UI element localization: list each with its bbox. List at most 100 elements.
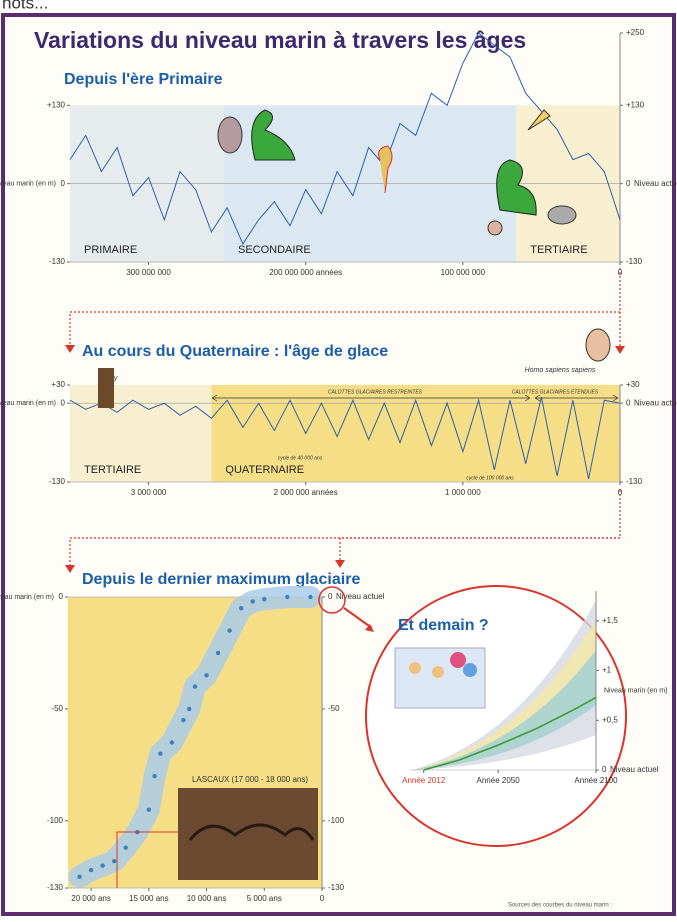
chart: Depuis l'ère Primaire PRIMAIRE SECONDAIRE T…	[0, 28, 677, 277]
x-tick-label: 15 000 ans	[129, 894, 169, 903]
y-tick-label: +30	[51, 380, 65, 389]
annotation: CALOTTES GLACIAIRES RESTREINTES	[328, 389, 423, 395]
data-point	[77, 874, 82, 880]
data-point	[181, 717, 186, 723]
uncertainty-band	[412, 650, 596, 770]
y-tick-label: -130	[49, 257, 66, 266]
cave-art	[188, 823, 315, 841]
x-tick-label: Année 2100	[574, 776, 618, 785]
data-point	[250, 599, 255, 604]
y2-tick-label: +1,5	[602, 616, 618, 625]
data-point	[123, 845, 128, 850]
reference-label: Niveau actuel	[610, 765, 659, 774]
arrow	[343, 607, 373, 629]
x-tick-label: Année 2012	[402, 776, 446, 785]
y-tick-label: 0	[59, 592, 64, 601]
data-point	[204, 673, 209, 678]
y-axis-label: Niveau marin (en m)	[0, 594, 54, 601]
y2-tick-label: -130	[626, 477, 643, 486]
sources: Sources des courbes du niveau marin :	[508, 903, 612, 909]
y2-tick-label: -100	[328, 816, 345, 825]
x-tick-label: 100 000 000	[441, 268, 486, 277]
x-tick-label: 200 000 000 années	[269, 268, 342, 277]
y2-tick-label: 0	[626, 398, 631, 407]
data-line	[69, 396, 621, 480]
main-title: Variations du niveau marin à travers les…	[34, 27, 526, 53]
chart: Au cours du Quaternaire : l'âge de glace…	[0, 343, 677, 497]
data-point	[187, 706, 192, 712]
y-tick-label: 0	[61, 398, 66, 407]
data-point	[111, 858, 117, 864]
arrow-head	[365, 624, 374, 632]
period-label: SECONDAIRE	[238, 244, 311, 256]
y2-tick-label: +30	[626, 380, 640, 389]
chart: Et demain ? +1,5 +1 +0,5 0 Niveau actuel Nivea…	[398, 591, 667, 785]
data-point	[192, 684, 198, 689]
data-point	[308, 594, 313, 600]
period-label: TERTIAIRE	[84, 464, 141, 476]
x-tick-label: 0	[320, 894, 325, 903]
reference-label: Niveau actuel	[336, 592, 385, 601]
data-point	[285, 594, 290, 600]
period-band	[70, 385, 212, 482]
illustrations	[217, 109, 611, 709]
annotation: cycle de 40 000 ans	[278, 455, 323, 461]
y-axis-label: Niveau marin (en m)	[0, 400, 56, 407]
y2-tick-label: 0	[626, 179, 631, 188]
chart-title: Et demain ?	[398, 617, 489, 634]
y-tick-label: 0	[61, 179, 66, 188]
y-tick-label: -50	[51, 704, 63, 713]
data-point	[146, 807, 152, 812]
data-point	[158, 751, 163, 756]
x-tick-label: 10 000 ans	[187, 894, 227, 903]
arrow-heads	[65, 345, 625, 573]
data-point	[100, 863, 105, 868]
y-tick-label: +130	[47, 100, 66, 109]
x-tick-label: 3 000 000	[131, 488, 167, 497]
y2-tick-label: -50	[328, 704, 340, 713]
range-arrow	[534, 394, 619, 402]
y-tick-label: -130	[47, 883, 64, 892]
period-label: TERTIAIRE	[530, 244, 587, 256]
y-tick-label: -130	[49, 477, 66, 486]
range-arrow	[211, 394, 531, 402]
x-tick-label: Année 2050	[477, 776, 521, 785]
y-tick-label: -100	[47, 816, 64, 825]
data-point	[215, 650, 221, 656]
annotation: CALOTTES GLACIAIRES ÉTENDUES	[512, 388, 599, 395]
data-point	[238, 605, 244, 611]
x-tick-label: 20 000 ans	[71, 894, 111, 903]
data-point	[227, 628, 232, 633]
cut-text: hots...	[2, 0, 48, 12]
data-line	[69, 32, 621, 245]
annotation: Homo sapiens sapiens	[525, 367, 596, 374]
y2-tick-label: -130	[626, 257, 643, 266]
data-point	[262, 597, 267, 602]
chart-title: Depuis l'ère Primaire	[64, 71, 223, 88]
data-point	[169, 740, 175, 745]
y2-tick-label: +130	[626, 100, 645, 109]
y-axis-label: Niveau marin (en m)	[604, 687, 667, 694]
data-line	[423, 696, 597, 771]
data-point	[152, 773, 157, 779]
y2-tick-label: 0	[328, 592, 333, 601]
period-label: QUATERNAIRE	[225, 464, 304, 476]
x-tick-label: 1 000 000	[445, 488, 481, 497]
annotation: cycle de 100 000 ans	[466, 475, 514, 481]
connectors	[69, 268, 621, 565]
reference-label: Niveau actuel	[634, 398, 677, 407]
period-label: PRIMAIRE	[84, 244, 137, 256]
y2-tick-label: +1	[602, 666, 612, 675]
y2-tick-label: +250	[626, 28, 645, 37]
x-tick-label: 0	[618, 488, 623, 497]
x-tick-label: 300 000 000	[126, 268, 171, 277]
y2-tick-label: 0	[602, 765, 607, 774]
chart-title: Depuis le dernier maximum glaciaire	[82, 571, 360, 588]
annotation: LASCAUX (17 000 - 18 000 ans)	[192, 775, 308, 784]
reference-label: Niveau actuel	[634, 179, 677, 188]
data-point	[88, 867, 94, 873]
y2-tick-label: +0,5	[602, 715, 618, 724]
highlight-circle	[318, 586, 346, 614]
annotation-line	[116, 831, 178, 888]
